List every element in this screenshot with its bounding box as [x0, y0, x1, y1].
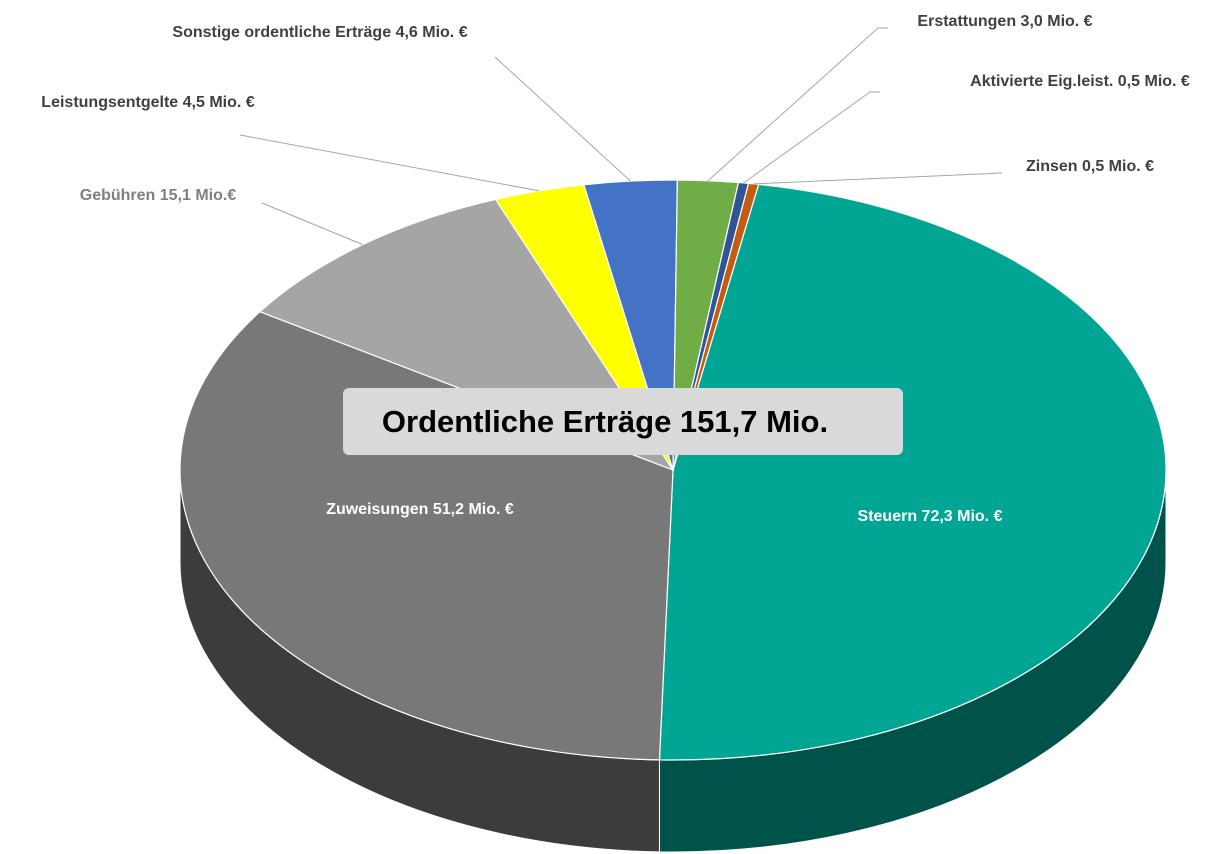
leader-line — [707, 27, 888, 182]
data-label: Leistungsentgelte 4,5 Mio. € — [41, 94, 254, 111]
data-label: Zinsen 0,5 Mio. € — [1026, 158, 1154, 175]
pie-slice — [658, 183, 1167, 761]
leader-line — [239, 134, 540, 192]
label-name: Sonstige ordentliche Erträge — [172, 24, 391, 41]
label-value: 0,5 Mio. € — [1082, 158, 1154, 175]
leader-line — [753, 172, 1003, 185]
leader-line — [494, 56, 631, 182]
label-name: Aktivierte Eig.leist. — [970, 73, 1113, 90]
title-box — [343, 388, 903, 455]
data-label: Steuern 72,3 Mio. € — [858, 508, 1003, 525]
label-value: 51,2 Mio. € — [433, 501, 514, 518]
data-label: Erstattungen 3,0 Mio. € — [917, 13, 1092, 30]
label-name: Gebühren — [80, 187, 156, 204]
label-value: 15,1 Mio.€ — [160, 187, 237, 204]
data-label: Sonstige ordentliche Erträge 4,6 Mio. € — [172, 24, 467, 41]
label-name: Zuweisungen — [326, 501, 428, 518]
leader-line — [743, 91, 880, 184]
label-value: 4,5 Mio. € — [183, 94, 255, 111]
label-value: 3,0 Mio. € — [1021, 13, 1093, 30]
label-value: 0,5 Mio. € — [1118, 73, 1190, 90]
label-name: Erstattungen — [917, 13, 1016, 30]
chart-title: Ordentliche Erträge 151,7 Mio. — [382, 404, 828, 439]
label-value: 72,3 Mio. € — [922, 508, 1003, 525]
label-name: Leistungsentgelte — [41, 94, 178, 111]
data-label: Gebühren 15,1 Mio.€ — [80, 187, 237, 204]
data-label: Aktivierte Eig.leist. 0,5 Mio. € — [970, 73, 1190, 90]
label-name: Steuern — [858, 508, 918, 525]
leader-line — [261, 202, 363, 246]
label-name: Zinsen — [1026, 158, 1078, 175]
label-value: 4,6 Mio. € — [396, 24, 468, 41]
data-label: Zuweisungen 51,2 Mio. € — [326, 501, 514, 518]
